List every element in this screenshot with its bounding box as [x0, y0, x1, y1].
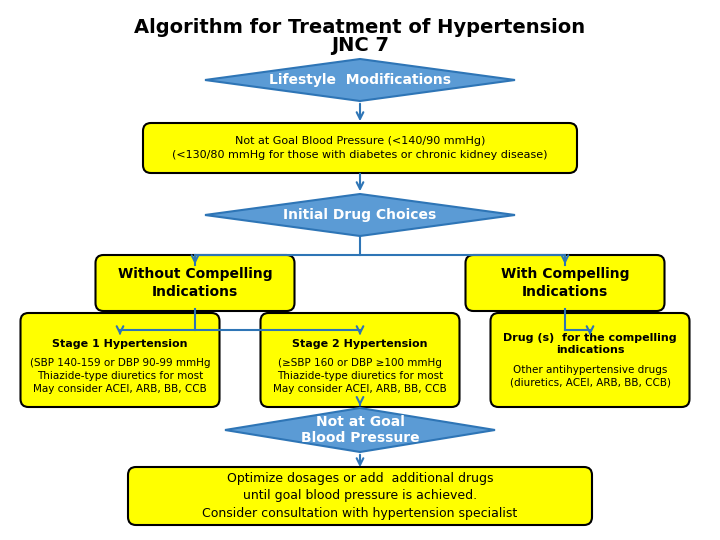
Text: Not at Goal
Blood Pressure: Not at Goal Blood Pressure — [301, 415, 419, 445]
Text: Drug (s)  for the compelling
indications: Drug (s) for the compelling indications — [503, 333, 677, 355]
Text: Stage 1 Hypertension: Stage 1 Hypertension — [53, 339, 188, 349]
Text: Lifestyle  Modifications: Lifestyle Modifications — [269, 73, 451, 87]
Polygon shape — [225, 408, 495, 452]
Text: Stage 2 Hypertension: Stage 2 Hypertension — [292, 339, 428, 349]
Text: (≥SBP 160 or DBP ≥100 mmHg
Thiazide-type diuretics for most
May consider ACEI, A: (≥SBP 160 or DBP ≥100 mmHg Thiazide-type… — [273, 359, 447, 394]
Polygon shape — [205, 59, 515, 101]
Text: JNC 7: JNC 7 — [331, 36, 389, 55]
Text: Optimize dosages or add  additional drugs
until goal blood pressure is achieved.: Optimize dosages or add additional drugs… — [202, 472, 518, 520]
Text: (SBP 140-159 or DBP 90-99 mmHg
Thiazide-type diuretics for most
May consider ACE: (SBP 140-159 or DBP 90-99 mmHg Thiazide-… — [30, 359, 210, 394]
Text: Without Compelling
Indications: Without Compelling Indications — [117, 267, 272, 300]
FancyBboxPatch shape — [20, 313, 220, 407]
FancyBboxPatch shape — [96, 255, 294, 311]
Text: Algorithm for Treatment of Hypertension: Algorithm for Treatment of Hypertension — [135, 18, 585, 37]
Polygon shape — [205, 194, 515, 236]
FancyBboxPatch shape — [128, 467, 592, 525]
Text: Other antihypertensive drugs
(diuretics, ACEI, ARB, BB, CCB): Other antihypertensive drugs (diuretics,… — [510, 365, 670, 388]
FancyBboxPatch shape — [466, 255, 665, 311]
FancyBboxPatch shape — [261, 313, 459, 407]
Text: Initial Drug Choices: Initial Drug Choices — [284, 208, 436, 222]
Text: With Compelling
Indications: With Compelling Indications — [500, 267, 629, 300]
Text: Not at Goal Blood Pressure (<140/90 mmHg)
(<130/80 mmHg for those with diabetes : Not at Goal Blood Pressure (<140/90 mmHg… — [172, 136, 548, 160]
FancyBboxPatch shape — [490, 313, 690, 407]
FancyBboxPatch shape — [143, 123, 577, 173]
